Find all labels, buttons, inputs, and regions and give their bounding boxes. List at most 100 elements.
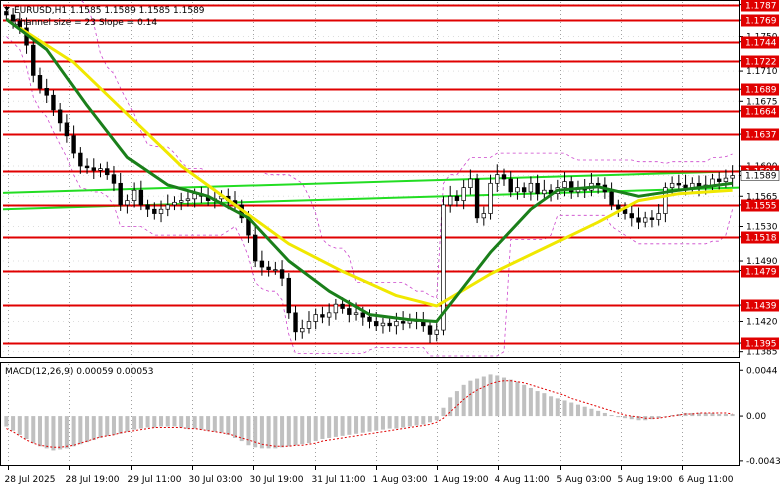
macd-tick-label: 0.00 (746, 412, 766, 422)
level-label: 1.1722 (745, 58, 777, 68)
candle-body (636, 217, 641, 223)
candle-body (481, 213, 487, 219)
macd-bar (165, 416, 170, 427)
macd-bar (515, 381, 520, 417)
price-tick-label: 1.1385 (746, 348, 778, 358)
macd-bar (717, 414, 722, 417)
candle-body (152, 208, 157, 214)
macd-bar (212, 416, 217, 432)
macd-bar (11, 416, 16, 431)
candle-body (320, 314, 325, 318)
slow-moving-average (18, 26, 733, 308)
candle-body (400, 321, 406, 324)
macd-bar (723, 414, 728, 417)
macd-tick-label: 0.0044 (746, 366, 778, 376)
candle-body (710, 178, 715, 186)
candle-body (313, 314, 318, 322)
macd-bar (253, 416, 258, 448)
time-axis: 28 Jul 2025 28 Jul 19:00 29 Jul 11:00 30 Ju… (5, 466, 734, 485)
level-label: 1.1555 (745, 202, 777, 212)
macd-bar (327, 416, 332, 438)
candle-body (300, 328, 305, 333)
macd-bar (663, 416, 668, 417)
time-tick-label: 5 Aug 03:00 (557, 475, 612, 485)
macd-axis: 0.0044 0.00 -0.00431 (739, 366, 781, 467)
candle-body (374, 321, 379, 327)
macd-bar (602, 412, 607, 417)
level-label-box (741, 0, 779, 12)
level-label: 1.1479 (745, 268, 777, 278)
macd-bar (730, 414, 735, 417)
candle-body (306, 321, 312, 329)
macd-bar (347, 416, 352, 435)
macd-bar (414, 416, 419, 426)
candle-body (31, 44, 36, 76)
level-label-box (741, 231, 779, 244)
macd-bar (401, 416, 406, 428)
candle-body (125, 200, 130, 206)
candle-body (340, 303, 345, 309)
macd-bar (569, 402, 574, 417)
macd-bar (508, 379, 513, 417)
candle-body (111, 174, 117, 184)
time-tick-label: 30 Jul 19:00 (250, 475, 304, 485)
candle-body (37, 75, 43, 89)
candle-body (394, 321, 399, 327)
macd-bar (549, 396, 554, 417)
price-tick-label: 1.1490 (746, 257, 778, 267)
time-tick-label: 28 Jul 2025 (5, 475, 56, 485)
macd-bar (91, 416, 96, 441)
level-label-box (741, 337, 779, 350)
candle-body (542, 189, 547, 195)
candle-body (441, 204, 446, 331)
macd-bar (320, 416, 325, 439)
macd-bar (676, 414, 681, 417)
time-tick-label: 4 Aug 11:00 (495, 475, 550, 485)
macd-bar (219, 416, 224, 433)
price-panel[interactable]: EURUSD,H1 1.1585 1.1589 1.1585 1.1589 Ch… (0, 0, 740, 358)
collapse-triangle-icon[interactable] (4, 7, 10, 11)
symbol-info: EURUSD,H1 1.1585 1.1589 1.1585 1.1589 (14, 6, 205, 16)
candle-body (616, 204, 621, 210)
macd-bar (17, 416, 22, 435)
indicator-info: Channel size = 23 Slope = 0.14 (14, 18, 157, 28)
candle-body (64, 122, 70, 137)
time-tick-label: 1 Aug 03:00 (373, 475, 428, 485)
macd-bar (98, 416, 103, 438)
candle-body (138, 189, 144, 206)
macd-bar (111, 416, 116, 435)
macd-bar (636, 416, 641, 421)
level-label: 1.1637 (745, 131, 777, 141)
macd-bar (495, 375, 500, 417)
macd-bar (266, 416, 271, 449)
support-resistance-levels (3, 4, 739, 345)
macd-bar (354, 416, 359, 434)
candle-body (454, 195, 460, 201)
candle-body (649, 217, 655, 220)
time-tick-label: 1 Aug 19:00 (434, 475, 489, 485)
time-tick-label: 30 Jul 03:00 (189, 475, 243, 485)
candle-body (326, 312, 332, 318)
candle-body (145, 204, 150, 210)
macd-bar (71, 416, 76, 447)
macd-bar (421, 416, 426, 425)
macd-bar (273, 416, 278, 449)
candle-body (427, 325, 433, 335)
macd-bar (501, 377, 507, 417)
level-label: 1.1744 (745, 39, 777, 49)
level-label: 1.1787 (745, 2, 777, 12)
candle-body (51, 94, 56, 111)
level-label-box (741, 36, 779, 49)
candle-body (669, 182, 675, 188)
macd-bar (710, 412, 715, 417)
macd-bar (246, 416, 251, 446)
candle-body (179, 200, 184, 203)
macd-bar (58, 416, 63, 450)
macd-panel[interactable]: MACD(12,26,9) 0.00059 0.00053 (0, 362, 740, 466)
candle-body (663, 187, 668, 214)
price-candles (4, 6, 735, 344)
level-label-box (741, 299, 779, 312)
macd-bar (616, 416, 621, 418)
macd-bar (555, 398, 560, 417)
